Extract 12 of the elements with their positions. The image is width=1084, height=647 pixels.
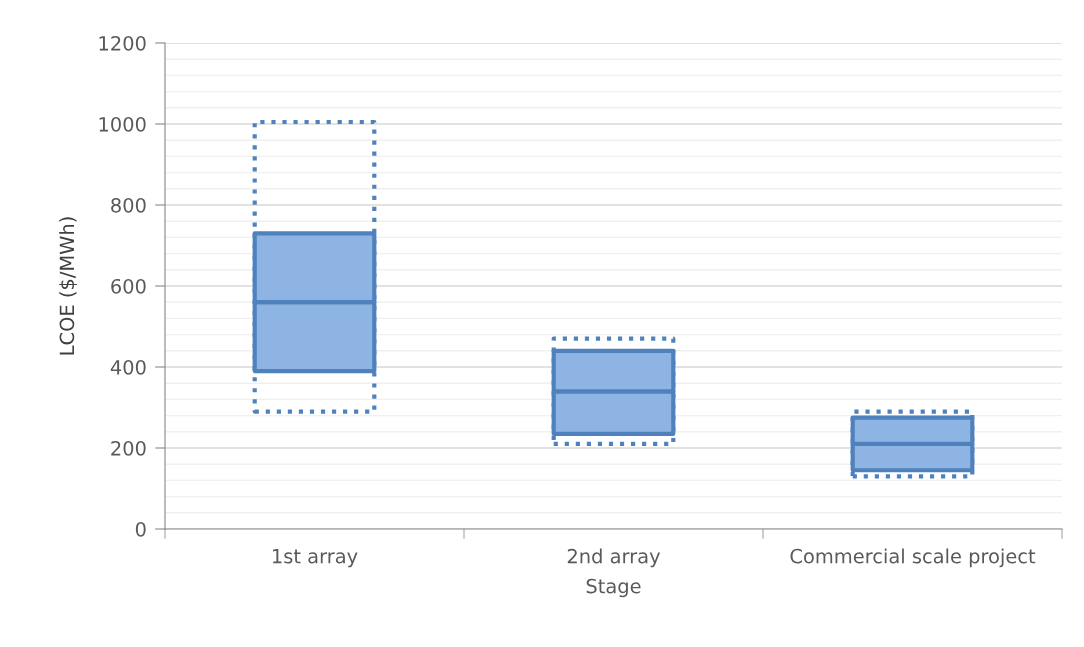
x-tick-label: 1st array [272,549,358,568]
y-tick-label: 200 [111,440,146,456]
y-tick-label: 0 [135,521,146,537]
x-axis-title: Stage [586,578,641,598]
y-axis-title: LCOE ($/MWh) [59,217,77,355]
y-tick-label: 400 [110,359,146,375]
y-tick-label: 1000 [99,116,146,132]
y-tick-label: 600 [111,278,146,294]
y-tick-label: 1200 [99,35,146,51]
y-tick-label: 800 [111,197,146,213]
x-tick-label: Commercial scale project [790,548,1036,568]
x-tick-label: 2nd array [567,548,661,568]
